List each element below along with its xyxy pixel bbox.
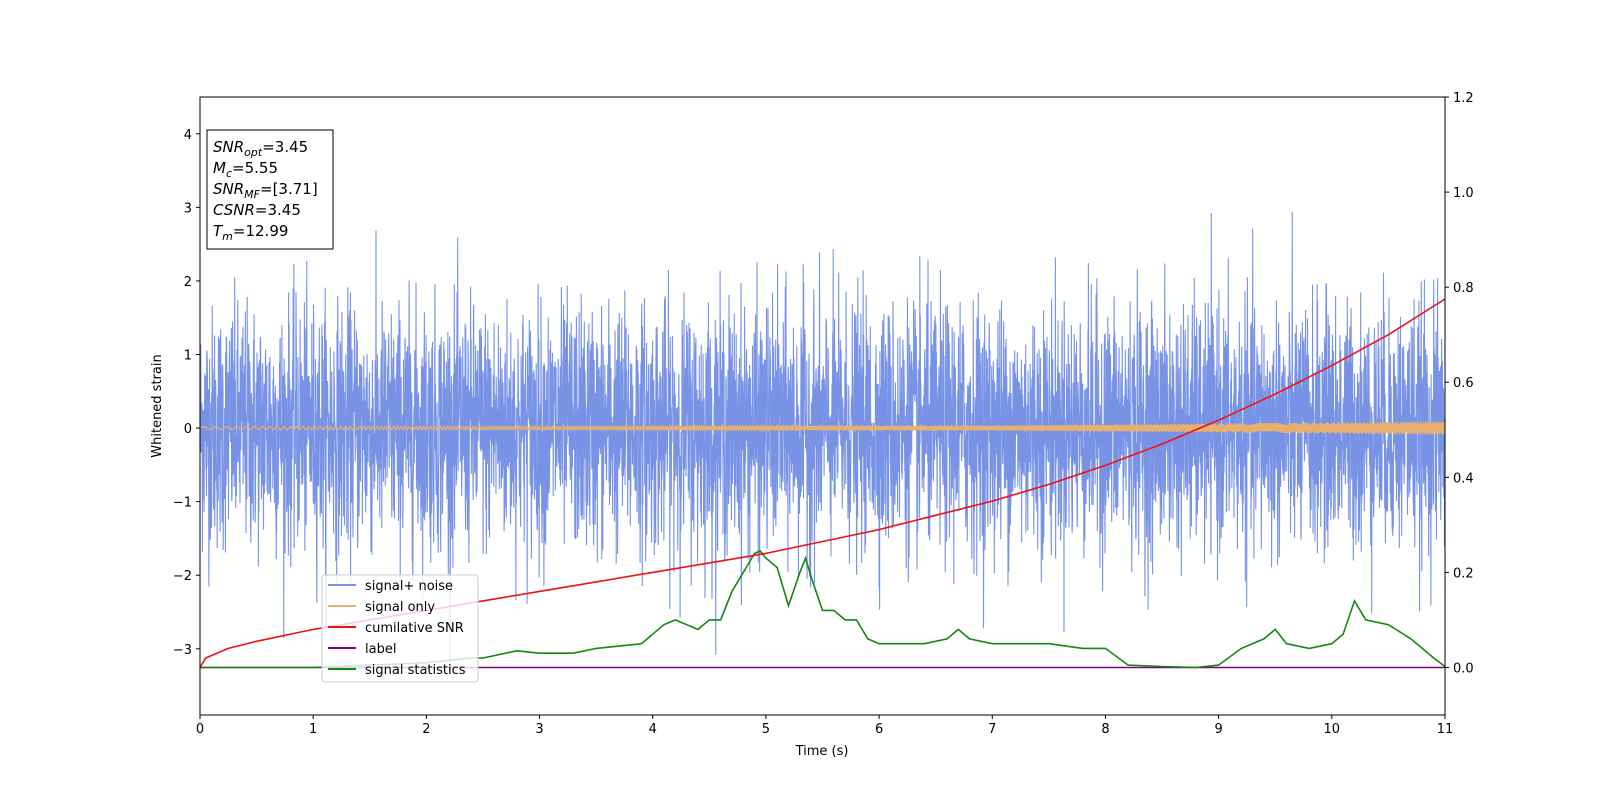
y-axis-left: −3 −2 −1 0 1 2 3 4 [173,128,200,658]
y-left-tick-label: −1 [173,496,192,511]
x-axis-label: Time (s) [795,744,849,759]
line-signal-statistics [200,550,1446,669]
x-tick-label: 1 [309,722,317,737]
legend-label: label [365,642,396,657]
line-cumilative-snr [199,298,1446,668]
y-left-tick-label: 1 [184,349,192,364]
y-right-tick-label: 0.4 [1453,471,1474,486]
info-line: Tm=12.99 [213,222,288,243]
y-axis-label: Whitened strain [150,354,165,457]
x-tick-label: 3 [535,722,543,737]
y-left-tick-label: 0 [184,422,192,437]
legend: signal+ noise signal only cumilative SNR la… [321,574,479,683]
x-tick-label: 7 [988,722,996,737]
y-right-tick-label: 0.0 [1453,661,1474,676]
y-right-tick-label: 0.8 [1453,281,1474,296]
y-left-tick-label: −2 [173,569,192,584]
info-line: SNRMF=[3.71] [213,180,318,201]
legend-label: cumilative SNR [365,621,464,636]
x-tick-label: 8 [1101,722,1109,737]
x-tick-label: 10 [1324,722,1341,737]
y-axis-right: 0.0 0.2 0.4 0.6 0.8 1.0 1.2 [1445,91,1474,676]
x-tick-label: 5 [762,722,770,737]
signal-noise-line [199,211,1446,671]
x-axis: 0 1 2 3 4 5 6 7 8 9 10 11 [196,715,1453,737]
y-left-tick-label: 4 [184,128,192,143]
y-right-tick-label: 0.2 [1453,566,1474,581]
x-tick-label: 6 [875,722,883,737]
y-right-tick-label: 1.0 [1453,186,1474,201]
legend-label: signal only [365,600,435,615]
y-left-tick-label: −3 [173,643,192,658]
info-line: Mc=5.55 [213,159,278,180]
info-line: SNRopt=3.45 [213,138,308,159]
series-signal-only [199,421,1446,435]
legend-label: signal+ noise [365,579,453,594]
plot-frame [199,96,1446,716]
y-right-tick-label: 0.6 [1453,376,1474,391]
y-left-tick-label: 3 [184,201,192,216]
x-tick-label: 11 [1437,722,1454,737]
x-tick-label: 9 [1214,722,1222,737]
info-line: CSNR=3.45 [213,201,301,219]
x-tick-label: 0 [196,722,204,737]
y-left-tick-label: 2 [184,275,192,290]
x-tick-label: 4 [649,722,657,737]
y-right-tick-label: 1.2 [1453,91,1474,106]
series-signal-noise [199,211,1446,671]
legend-label: signal statistics [365,663,466,678]
signal-only-line [199,421,1446,435]
x-tick-label: 2 [422,722,430,737]
